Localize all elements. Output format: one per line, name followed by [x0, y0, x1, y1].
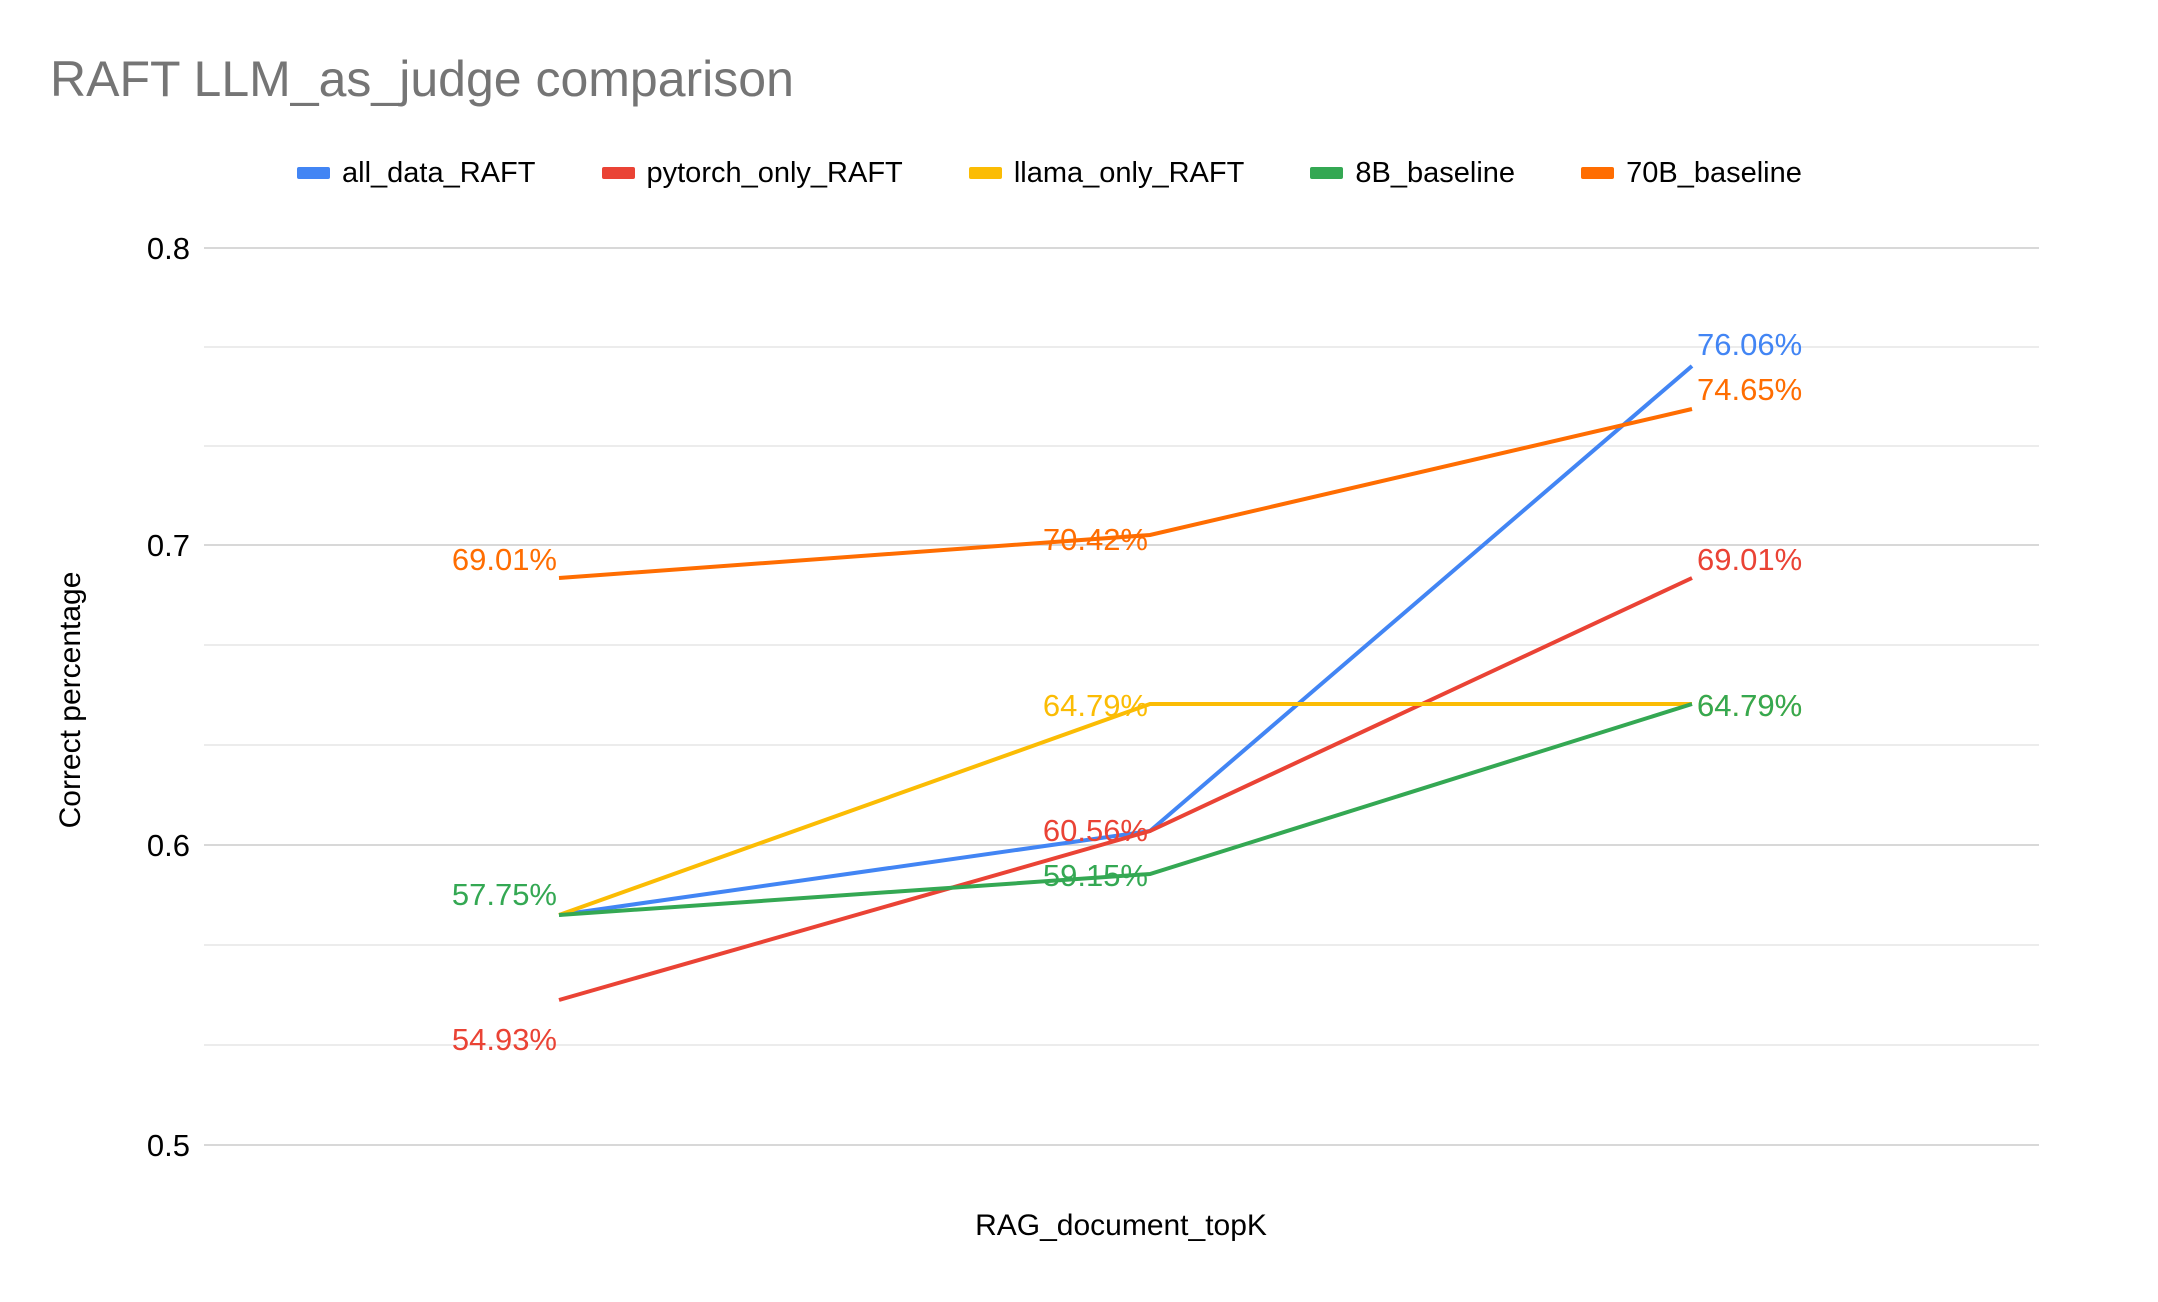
svg-text:0.5: 0.5	[147, 1128, 190, 1163]
svg-text:74.65%: 74.65%	[1697, 372, 1802, 407]
svg-text:0.6: 0.6	[147, 828, 190, 863]
svg-text:60.56%: 60.56%	[1043, 813, 1148, 848]
svg-text:RAG_document_topK: RAG_document_topK	[975, 1209, 1267, 1242]
svg-text:69.01%: 69.01%	[1697, 542, 1802, 577]
svg-text:57.75%: 57.75%	[452, 877, 557, 912]
svg-text:64.79%: 64.79%	[1697, 688, 1802, 723]
svg-text:64.79%: 64.79%	[1043, 688, 1148, 723]
svg-text:0.8: 0.8	[147, 231, 190, 266]
svg-text:59.15%: 59.15%	[1043, 858, 1148, 893]
svg-text:70.42%: 70.42%	[1043, 522, 1148, 557]
svg-text:Correct percentage: Correct percentage	[54, 572, 87, 829]
svg-text:0.7: 0.7	[147, 528, 190, 563]
svg-text:76.06%: 76.06%	[1697, 327, 1802, 362]
svg-text:69.01%: 69.01%	[452, 542, 557, 577]
svg-text:54.93%: 54.93%	[452, 1022, 557, 1057]
